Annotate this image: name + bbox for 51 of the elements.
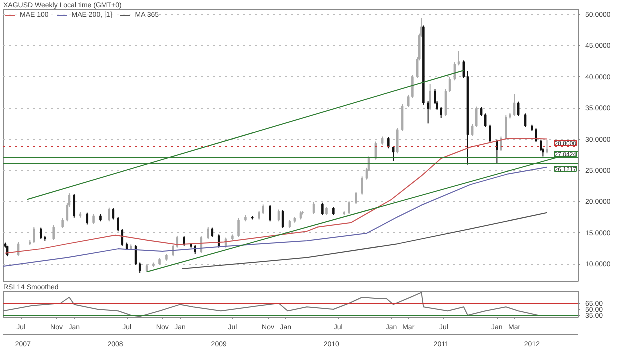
candlestick: [92, 214, 95, 225]
candlestick: [361, 176, 364, 196]
candlestick: [73, 194, 76, 218]
candlestick: [496, 139, 498, 165]
candlestick: [108, 207, 111, 222]
candlestick: [535, 128, 538, 143]
candlestick: [322, 202, 324, 216]
line-series: [5, 138, 548, 254]
candlestick: [262, 204, 264, 215]
candlestick: [412, 74, 414, 99]
line-series: [182, 212, 548, 270]
candlestick: [282, 210, 284, 229]
candlestick: [546, 140, 548, 154]
candlestick: [355, 192, 358, 205]
candlestick: [238, 218, 240, 238]
candlestick: [458, 50, 460, 66]
candlestick: [52, 224, 55, 241]
candlestick: [138, 262, 142, 274]
candlestick: [388, 136, 390, 150]
candlestick: [396, 128, 399, 154]
candlestick: [211, 227, 214, 238]
candlestick: [86, 212, 89, 226]
candlestick: [392, 146, 395, 162]
candlestick: [500, 136, 502, 152]
candlestick: [33, 226, 36, 244]
candlestick: [513, 94, 516, 117]
candlestick: [408, 94, 410, 108]
candlestick: [121, 228, 124, 246]
candlestick: [440, 106, 442, 119]
candlestick: [200, 236, 203, 254]
candlestick: [62, 218, 64, 229]
candlestick: [505, 115, 508, 140]
candlestick: [517, 101, 520, 117]
candlestick: [427, 100, 430, 124]
candlestick: [183, 236, 186, 246]
candlestick: [524, 113, 527, 128]
line-series: [4, 166, 548, 268]
candlestick: [269, 204, 272, 222]
candlestick: [218, 234, 220, 248]
candlestick: [117, 216, 120, 232]
candlestick: [448, 77, 452, 93]
candlestick: [444, 88, 448, 117]
candlestick: [429, 84, 432, 110]
candlestick: [462, 60, 466, 79]
candlestick: [374, 141, 378, 160]
candlestick: [348, 201, 350, 215]
candlestick: [489, 124, 492, 143]
candlestick: [454, 62, 456, 82]
candlestick: [40, 227, 42, 240]
candlestick: [112, 208, 115, 220]
candlestick: [207, 226, 210, 240]
